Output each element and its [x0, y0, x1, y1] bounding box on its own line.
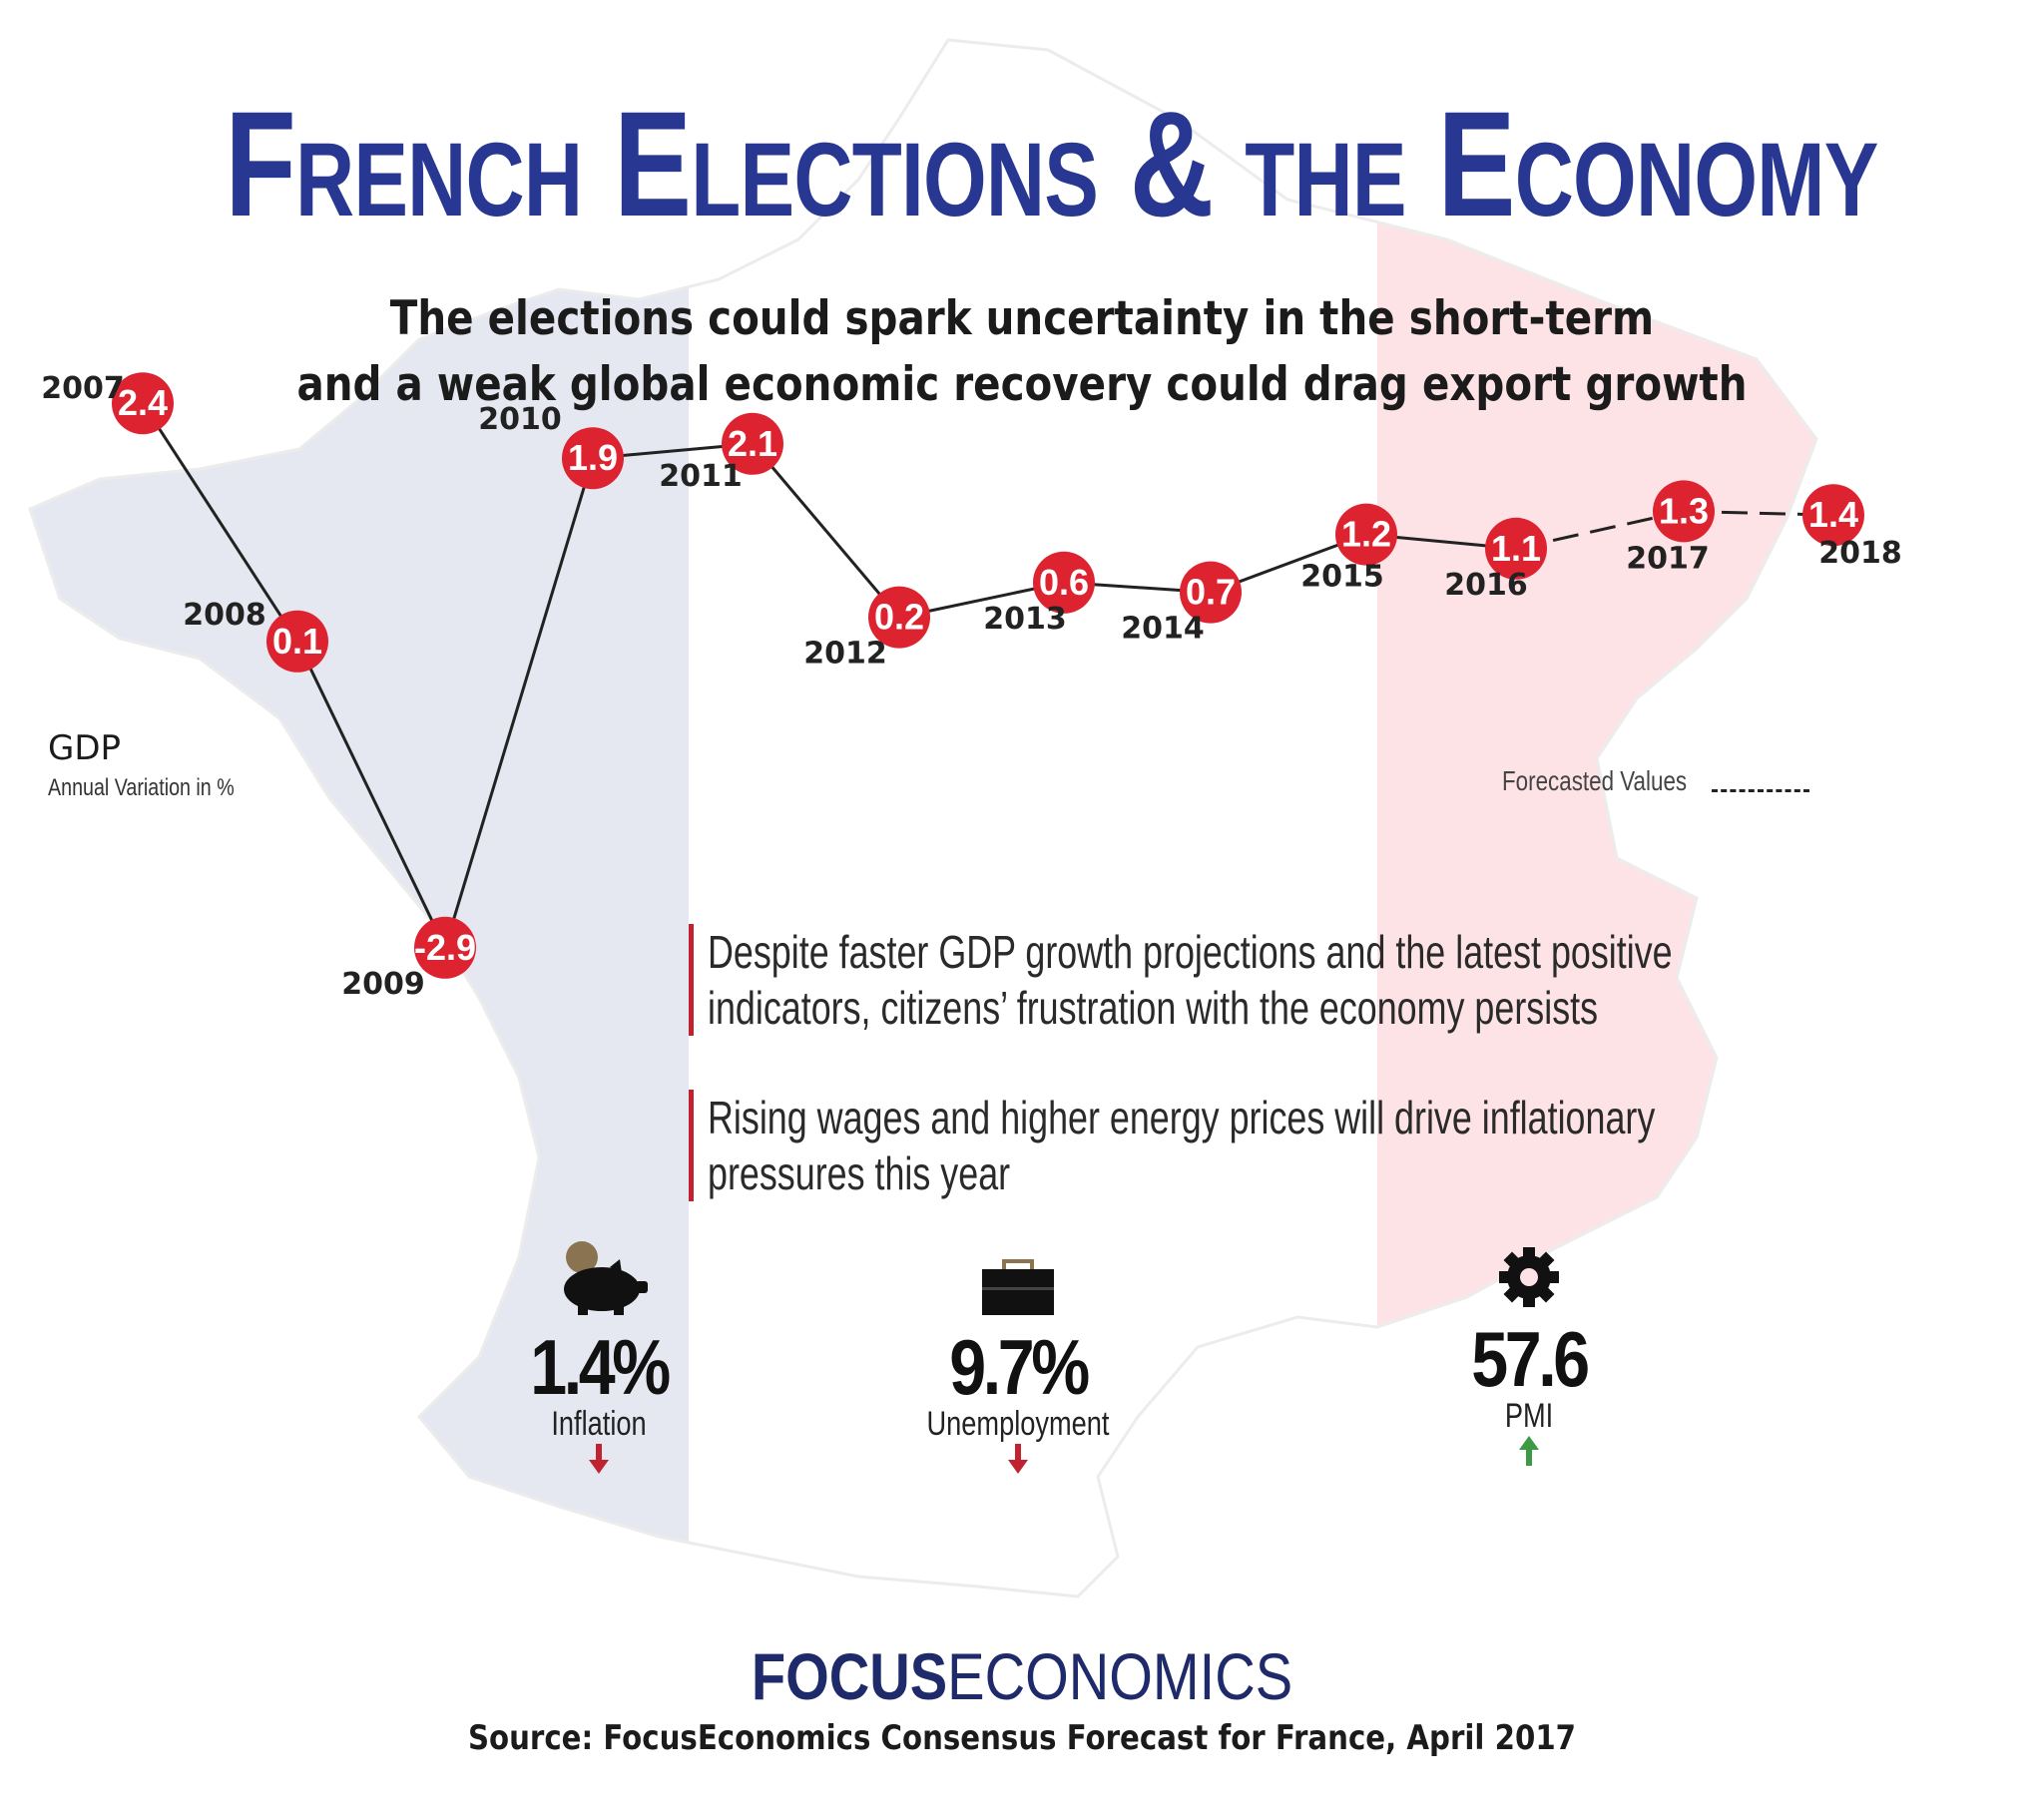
subtitle-line-1: The elections could spark uncertainty in… [389, 291, 1655, 346]
gdp-point-2013 [1033, 551, 1095, 614]
year-label-2007: 2007 [41, 371, 125, 406]
note-accent-bar [689, 924, 694, 1036]
forecast-legend-line [1712, 789, 1809, 792]
chart-title: GDP [48, 728, 122, 768]
year-label-2012: 2012 [803, 637, 887, 672]
year-label-2013: 2013 [983, 602, 1067, 637]
gear-icon [1499, 1247, 1559, 1307]
gdp-value-label-2017: 1.3 [1659, 490, 1709, 531]
gdp-value-label-2015: 1.2 [1341, 514, 1391, 555]
gdp-value-label-2018: 1.4 [1808, 494, 1858, 535]
gdp-value-label-2013: 0.6 [1039, 562, 1089, 603]
gdp-value-label-2008: 0.1 [272, 621, 322, 662]
year-label-2008: 2008 [183, 598, 266, 633]
gdp-value-label-2007: 2.4 [118, 382, 168, 423]
gdp-value-label-2011: 2.1 [728, 423, 777, 464]
gdp-point-2017 [1653, 480, 1715, 543]
gdp-value-label-2016: 1.1 [1491, 528, 1541, 569]
brand-light: ECONOMICS [947, 1639, 1293, 1713]
briefcase-icon [982, 1259, 1054, 1315]
trend-up-arrow-icon [1519, 1436, 1539, 1466]
year-label-2010: 2010 [478, 402, 562, 437]
stat-value: 9.7% [949, 1323, 1090, 1411]
gdp-line-segment [141, 402, 299, 643]
gdp-point-2011 [722, 412, 783, 475]
gdp-line-segment [443, 457, 595, 949]
year-label-2017: 2017 [1626, 541, 1710, 576]
gdp-value-label-2012: 0.2 [874, 597, 924, 638]
gdp-value-label-2010: 1.9 [568, 437, 618, 478]
forecast-line-segment [1515, 509, 1685, 551]
year-label-2016: 2016 [1444, 568, 1528, 603]
note-text: Despite faster GDP growth projections an… [708, 926, 1673, 1034]
stat-value: 1.4% [530, 1323, 671, 1411]
note-text: Rising wages and higher energy prices wi… [708, 1092, 1656, 1199]
gdp-line-segment [751, 442, 901, 619]
gdp-point-2008 [266, 610, 328, 673]
stat-unemployment: 9.7% Unemployment [868, 1259, 1168, 1481]
forecast-legend-label: Forecasted Values [1502, 765, 1688, 796]
gdp-point-2016 [1485, 517, 1547, 580]
brand-logo: FOCUSECONOMICS [154, 1638, 1891, 1714]
trend-down-arrow-icon [589, 1444, 609, 1474]
gdp-point-2010 [562, 427, 624, 490]
stat-label: Unemployment [926, 1405, 1110, 1443]
gdp-value-label-2009: -2.9 [414, 927, 476, 968]
note-accent-bar [689, 1090, 694, 1201]
year-label-2015: 2015 [1300, 560, 1384, 595]
chart-ylabel: Annual Variation in % [48, 774, 235, 801]
year-label-2018: 2018 [1818, 536, 1902, 571]
year-label-2009: 2009 [341, 967, 425, 1002]
stat-pmi: 57.6 PMI [1379, 1245, 1679, 1473]
subtitle-line-2: and a weak global economic recovery coul… [296, 357, 1748, 412]
year-label-2011: 2011 [659, 459, 743, 494]
gdp-point-2009 [414, 916, 476, 979]
brand-bold: FOCUS [751, 1639, 948, 1713]
trend-down-arrow-icon [1008, 1444, 1028, 1474]
stat-value: 57.6 [1471, 1315, 1590, 1403]
stat-inflation: 1.4% Inflation [449, 1237, 749, 1481]
note-inflation: Rising wages and higher energy prices wi… [689, 1090, 2044, 1201]
gdp-point-2015 [1335, 503, 1397, 566]
gdp-point-2012 [868, 586, 930, 649]
gdp-line-segment [295, 641, 447, 949]
gdp-point-2014 [1180, 561, 1242, 624]
note-gdp: Despite faster GDP growth projections an… [689, 924, 2044, 1036]
stat-label: PMI [1504, 1397, 1554, 1435]
year-label-2014: 2014 [1121, 612, 1205, 647]
stat-label: Inflation [551, 1405, 647, 1443]
gdp-point-2018 [1802, 484, 1864, 547]
gdp-value-label-2014: 0.7 [1186, 572, 1236, 613]
gdp-point-2007 [112, 372, 174, 435]
page-title: French Elections & the Economy [225, 80, 1878, 247]
source-note: Source: FocusEconomics Consensus Forecas… [467, 1718, 1577, 1758]
piggy-bank-icon [564, 1241, 648, 1315]
